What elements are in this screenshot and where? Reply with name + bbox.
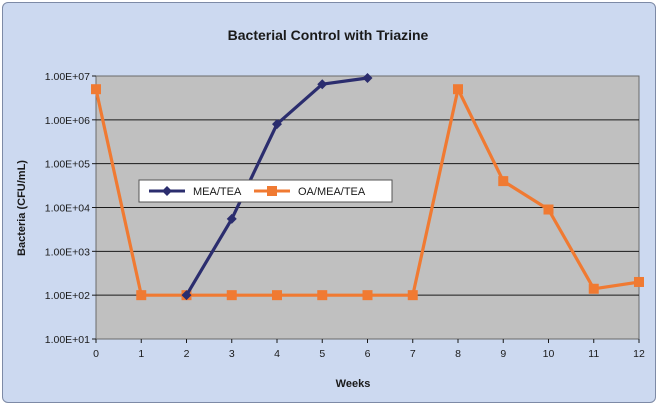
data-point-oa-mea-tea (91, 84, 101, 95)
series-mea-tea (181, 73, 373, 301)
x-tick-label: 11 (588, 348, 599, 360)
data-point-oa-mea-tea (407, 290, 418, 301)
x-tick-label: 0 (93, 348, 99, 360)
chart-svg: Bacterial Control with Triazine 1.00E+01… (16, 27, 645, 390)
y-tick-label: 1.00E+03 (45, 246, 90, 258)
data-point-oa-mea-tea (588, 283, 599, 294)
y-tick-label: 1.00E+02 (45, 290, 90, 302)
x-tick-label: 8 (455, 348, 461, 360)
x-tick-label: 2 (184, 348, 190, 360)
data-point-oa-mea-tea (498, 176, 509, 187)
legend-label-oa-mea-tea: OA/MEA/TEA (298, 186, 366, 198)
series-layer (91, 73, 644, 301)
legend-item-mea-tea: MEA/TEA (149, 186, 242, 198)
x-tick-label: 12 (633, 348, 645, 360)
data-point-mea-tea (181, 290, 192, 301)
x-axis-label: Weeks (336, 378, 371, 390)
data-point-oa-mea-tea (136, 290, 147, 301)
data-point-mea-tea (317, 79, 328, 90)
y-tick-label: 1.00E+06 (45, 115, 90, 127)
data-point-mea-tea (226, 213, 237, 224)
x-tick-label: 9 (500, 348, 506, 360)
data-point-mea-tea (272, 119, 282, 130)
legend-label-mea-tea: MEA/TEA (193, 186, 242, 198)
chart-title: Bacterial Control with Triazine (228, 27, 429, 43)
y-tick-label: 1.00E+04 (45, 203, 90, 215)
legend: MEA/TEA OA/MEA/TEA (138, 179, 393, 203)
data-point-oa-mea-tea (634, 276, 644, 287)
x-tick-label: 7 (410, 348, 416, 360)
data-point-mea-tea (362, 73, 373, 84)
legend-marker-oa-mea-tea (267, 186, 277, 196)
data-point-oa-mea-tea (272, 290, 282, 301)
axis-ticks: 1.00E+01 1.00E+02 1.00E+03 1.00E+04 1.00E+05… (45, 71, 645, 360)
x-tick-label: 3 (229, 348, 235, 360)
y-tick-label: 1.00E+05 (45, 159, 90, 171)
y-tick-label: 1.00E+01 (45, 334, 90, 346)
data-point-oa-mea-tea (226, 290, 237, 301)
chart-frame: Bacterial Control with Triazine 1.00E+01… (2, 2, 656, 403)
data-point-oa-mea-tea (543, 204, 554, 215)
y-axis-label: Bacteria (CFU/mL) (16, 160, 28, 256)
x-tick-label: 6 (365, 348, 371, 360)
data-point-oa-mea-tea (362, 290, 373, 301)
x-tick-label: 1 (138, 348, 144, 360)
x-tick-label: 5 (319, 348, 325, 360)
data-point-oa-mea-tea (317, 290, 328, 301)
legend-item-oa-mea-tea: OA/MEA/TEA (254, 186, 366, 198)
x-tick-label: 4 (274, 348, 280, 360)
data-point-oa-mea-tea (453, 84, 463, 95)
x-tick-label: 10 (543, 348, 555, 360)
legend-marker-mea-tea (162, 186, 172, 196)
y-tick-label: 1.00E+07 (45, 71, 90, 83)
